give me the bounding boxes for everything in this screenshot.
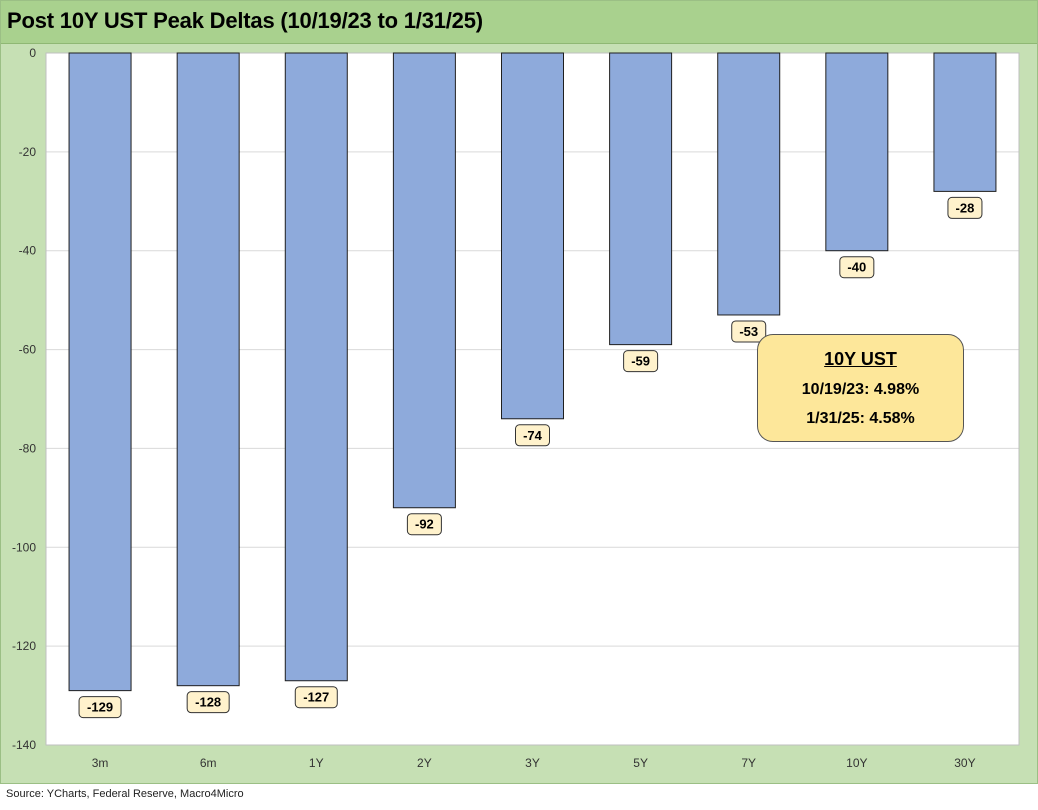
x-tick-label: 10Y <box>846 756 867 770</box>
bar <box>933 52 997 192</box>
y-tick-label: -60 <box>19 343 37 357</box>
bar <box>392 52 456 509</box>
data-label: -28 <box>956 200 975 215</box>
x-tick-label: 5Y <box>633 756 648 770</box>
source-note: Source: YCharts, Federal Reserve, Macro4… <box>6 788 244 800</box>
bar <box>501 52 564 420</box>
callout-title: 10Y UST <box>824 349 897 369</box>
x-tick-label: 30Y <box>954 756 975 770</box>
x-tick-label: 7Y <box>741 756 756 770</box>
x-tick-label: 2Y <box>417 756 432 770</box>
bar <box>717 52 781 316</box>
y-tick-label: -120 <box>12 639 36 653</box>
data-label-box <box>515 424 550 447</box>
bar <box>176 52 240 687</box>
data-label-box <box>186 691 230 714</box>
data-label-box <box>731 320 767 343</box>
x-tick-label: 1Y <box>309 756 324 770</box>
data-label-box <box>623 350 659 373</box>
data-label: -92 <box>415 517 434 532</box>
data-label: -59 <box>631 354 650 369</box>
y-tick-label: 0 <box>29 46 36 60</box>
bar <box>609 52 673 346</box>
title-bar: Post 10Y UST Peak Deltas (10/19/23 to 1/… <box>1 1 1037 44</box>
chart-title: Post 10Y UST Peak Deltas (10/19/23 to 1/… <box>7 8 483 33</box>
data-label: -128 <box>195 695 221 710</box>
bar <box>284 52 348 682</box>
callout-line-end: 1/31/25: 4.58% <box>806 410 915 427</box>
data-label-box <box>947 196 983 219</box>
data-label-box <box>294 686 338 709</box>
x-tick-label: 6m <box>200 756 217 770</box>
data-label: -40 <box>847 260 866 275</box>
y-tick-label: -40 <box>19 244 37 258</box>
bar <box>825 52 889 252</box>
y-tick-label: -80 <box>19 441 37 455</box>
y-tick-label: -20 <box>19 145 37 159</box>
y-tick-label: -140 <box>12 738 36 752</box>
data-label: -129 <box>87 700 113 715</box>
data-label: -53 <box>739 324 758 339</box>
bar <box>68 52 132 692</box>
y-tick-label: -100 <box>12 540 36 554</box>
data-label-box <box>406 513 442 536</box>
x-tick-label: 3m <box>92 756 109 770</box>
data-label: -127 <box>303 690 329 705</box>
data-label: -74 <box>523 428 543 443</box>
data-label-box <box>839 256 875 279</box>
data-label-box <box>78 696 122 719</box>
x-tick-label: 3Y <box>525 756 540 770</box>
callout-box: 10Y UST 10/19/23: 4.98% 1/31/25: 4.58% <box>757 334 964 442</box>
callout-line-start: 10/19/23: 4.98% <box>801 381 920 398</box>
